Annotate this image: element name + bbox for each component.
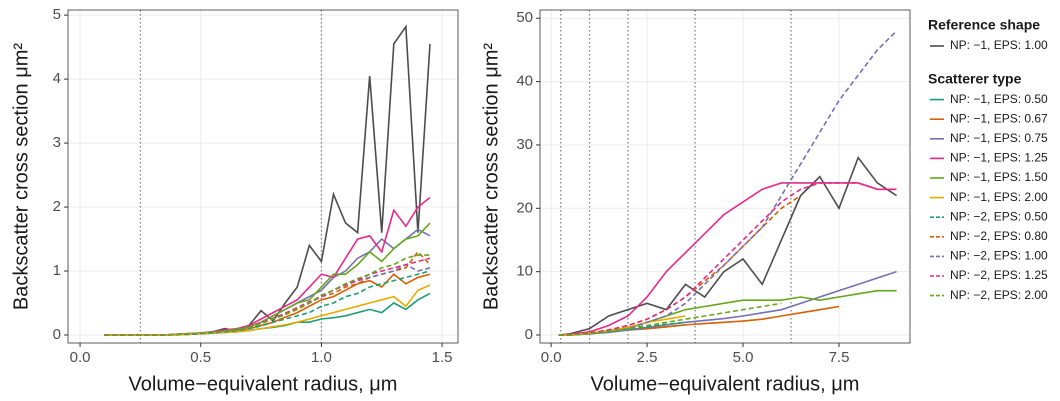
y-tick-label: 40 xyxy=(516,73,533,90)
legend-label: NP: −1, EPS: 1.50 xyxy=(950,170,1048,184)
legend-label: NP: −1, EPS: 1.25 xyxy=(950,151,1048,165)
series-line xyxy=(558,155,898,336)
y-tick-label: 2 xyxy=(53,198,61,215)
panel-border xyxy=(539,9,911,344)
series-line xyxy=(104,254,430,336)
legend-label: NP: −2, EPS: 0.80 xyxy=(950,229,1048,243)
x-axis-title: Volume−equivalent radius, μm xyxy=(129,373,398,395)
y-tick-label: 20 xyxy=(516,199,533,216)
legend-label: NP: −1, EPS: 2.00 xyxy=(950,190,1048,204)
x-tick-label: 0.0 xyxy=(541,349,562,366)
y-axis-title: Backscatter cross section μm² xyxy=(480,43,502,310)
y-tick-label: 30 xyxy=(516,136,533,153)
series-line xyxy=(104,270,431,336)
y-tick-label: 10 xyxy=(516,263,533,280)
x-tick-label: 0.5 xyxy=(190,349,211,366)
panel-border xyxy=(67,9,459,344)
legend-label: NP: −2, EPS: 1.00 xyxy=(950,249,1048,263)
y-tick-label: 3 xyxy=(53,134,61,151)
x-tick-label: 1.5 xyxy=(432,349,453,366)
series-line xyxy=(104,284,431,336)
legend-label: NP: −2, EPS: 2.00 xyxy=(950,288,1048,302)
y-axis-title: Backscatter cross section μm² xyxy=(10,43,32,310)
x-axis-title: Volume−equivalent radius, μm xyxy=(591,373,860,395)
legend-label: NP: −2, EPS: 1.25 xyxy=(950,268,1048,282)
y-tick-label: 1 xyxy=(53,262,61,279)
y-tick-label: 5 xyxy=(53,6,61,23)
legend-title: Scatterer type xyxy=(928,70,1022,86)
legend-label: NP: −2, EPS: 0.50 xyxy=(950,209,1048,223)
x-tick-label: 7.5 xyxy=(829,349,850,366)
series-line xyxy=(558,302,782,336)
panel xyxy=(68,10,458,343)
series-line xyxy=(558,315,686,336)
legend-label: NP: −1, EPS: 1.00 xyxy=(950,38,1048,52)
y-tick-label: 0 xyxy=(53,326,61,343)
x-tick-label: 0.0 xyxy=(70,349,91,366)
x-tick-label: 1.0 xyxy=(311,349,332,366)
legend-title: Reference shape xyxy=(928,17,1040,33)
legend-label: NP: −1, EPS: 0.75 xyxy=(950,131,1048,145)
x-tick-label: 5.0 xyxy=(733,349,754,366)
panel xyxy=(540,10,910,343)
y-tick-label: 0 xyxy=(525,326,533,343)
y-tick-label: 4 xyxy=(53,70,61,87)
series-line xyxy=(558,182,897,336)
legend-label: NP: −1, EPS: 0.67 xyxy=(950,111,1048,125)
x-tick-label: 2.5 xyxy=(637,349,658,366)
legend-label: NP: −1, EPS: 0.50 xyxy=(950,92,1048,106)
y-tick-label: 50 xyxy=(516,9,533,26)
